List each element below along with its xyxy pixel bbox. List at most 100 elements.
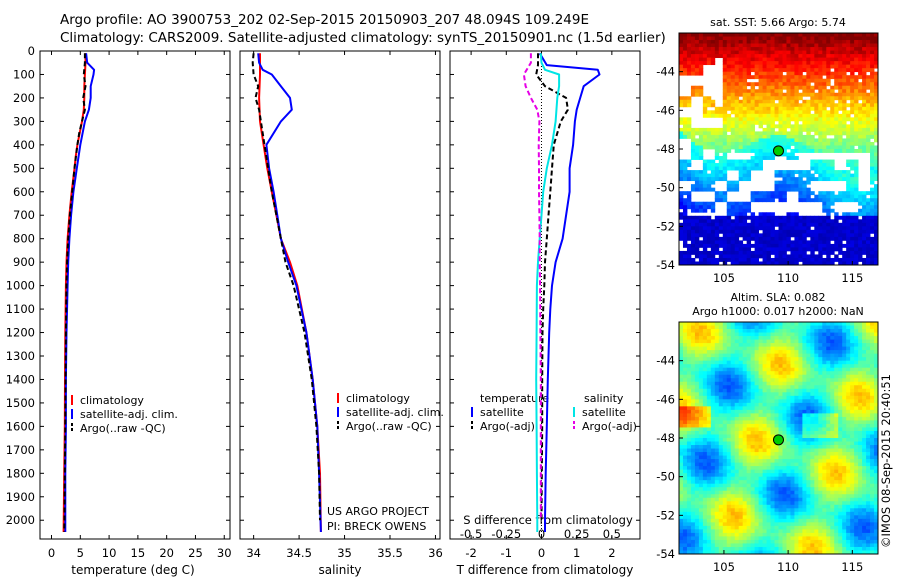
map-cell	[870, 243, 875, 248]
map-cell	[814, 420, 819, 425]
map-cell	[750, 402, 756, 407]
map-cell	[814, 346, 819, 351]
map-cell	[770, 54, 775, 59]
map-cell	[730, 92, 736, 97]
map-cell	[862, 441, 867, 446]
map-cell	[822, 441, 827, 446]
map-cell	[850, 57, 855, 62]
map-cell	[706, 364, 712, 369]
map-cell	[714, 423, 720, 428]
map-cell	[734, 138, 740, 143]
map-cell	[802, 357, 807, 362]
map-cell	[679, 427, 684, 432]
map-cell	[798, 236, 803, 241]
map-cell	[734, 82, 740, 87]
map-cell	[754, 374, 759, 379]
map-cell	[766, 452, 771, 456]
map-x-tick-label: 110	[777, 271, 799, 285]
map-cell	[694, 85, 700, 90]
map-cell	[846, 395, 851, 400]
map-cell	[802, 194, 807, 199]
map-cell	[818, 441, 823, 446]
map-cell	[742, 233, 748, 238]
map-cell	[858, 385, 863, 390]
map-cell	[774, 261, 779, 265]
map-cell	[722, 254, 728, 259]
map-cell	[730, 40, 736, 44]
map-cell	[738, 82, 744, 87]
map-cell	[754, 149, 759, 153]
map-cell	[866, 250, 871, 255]
map-cell	[778, 427, 783, 432]
map-cell	[774, 466, 779, 471]
map-cell	[858, 332, 863, 337]
map-cell	[726, 350, 732, 355]
map-cell	[810, 438, 815, 442]
map-cell	[866, 106, 871, 111]
map-cell	[798, 191, 803, 196]
map-cell	[874, 145, 878, 150]
map-cell	[734, 427, 740, 432]
map-cell	[786, 346, 791, 351]
map-cell	[706, 177, 712, 182]
map-cell	[870, 236, 875, 241]
map-cell	[698, 423, 704, 428]
map-cell	[682, 462, 688, 467]
map-cell	[714, 374, 720, 379]
map-cell	[870, 438, 875, 442]
map-cell	[834, 357, 839, 362]
map-cell	[758, 43, 763, 48]
map-cell	[814, 350, 819, 355]
map-cell	[830, 141, 835, 146]
map-cell	[686, 173, 692, 178]
map-cell	[782, 448, 787, 453]
map-cell	[834, 50, 839, 55]
map-cell	[722, 177, 728, 182]
map-cell	[686, 99, 692, 104]
map-cell	[866, 201, 871, 206]
map-cell	[722, 226, 728, 231]
map-cell	[854, 57, 859, 62]
map-cell	[858, 68, 863, 73]
map-cell	[782, 416, 787, 421]
map-cell	[742, 329, 748, 333]
map-cell	[850, 43, 855, 48]
map-cell	[790, 406, 795, 411]
map-cell	[730, 106, 736, 111]
map-cell	[710, 54, 716, 59]
map-cell	[786, 36, 791, 41]
map-cell	[858, 459, 863, 464]
map-cell	[686, 441, 692, 446]
map-cell	[822, 416, 827, 421]
map-cell	[806, 134, 811, 139]
map-cell	[750, 360, 756, 365]
map-cell	[798, 367, 803, 372]
map-cell	[706, 219, 712, 224]
map-cell	[802, 388, 807, 393]
map-cell	[874, 240, 878, 245]
map-cell	[714, 430, 720, 435]
map-cell	[850, 92, 855, 97]
map-cell	[766, 233, 771, 238]
map-cell	[762, 438, 767, 442]
map-cell	[766, 236, 771, 241]
map-cell	[802, 459, 807, 464]
map-cell	[782, 385, 787, 390]
map-cell	[854, 68, 859, 73]
map-cell	[866, 329, 871, 333]
map-cell	[862, 47, 867, 51]
x-tick-label-salinity: -0.25	[491, 527, 521, 541]
map-cell	[726, 180, 732, 185]
map-cell	[774, 385, 779, 390]
map-cell	[826, 236, 831, 241]
map-cell	[850, 138, 855, 143]
map-cell	[746, 343, 752, 348]
map-cell	[802, 219, 807, 224]
map-cell	[746, 149, 752, 153]
map-cell	[718, 322, 724, 326]
difference-profile-panel: S difference from climatology T differen…	[449, 50, 641, 577]
map-cell	[818, 360, 823, 365]
map-cell	[722, 78, 728, 83]
map-cell	[842, 40, 847, 44]
map-cell	[734, 381, 740, 386]
